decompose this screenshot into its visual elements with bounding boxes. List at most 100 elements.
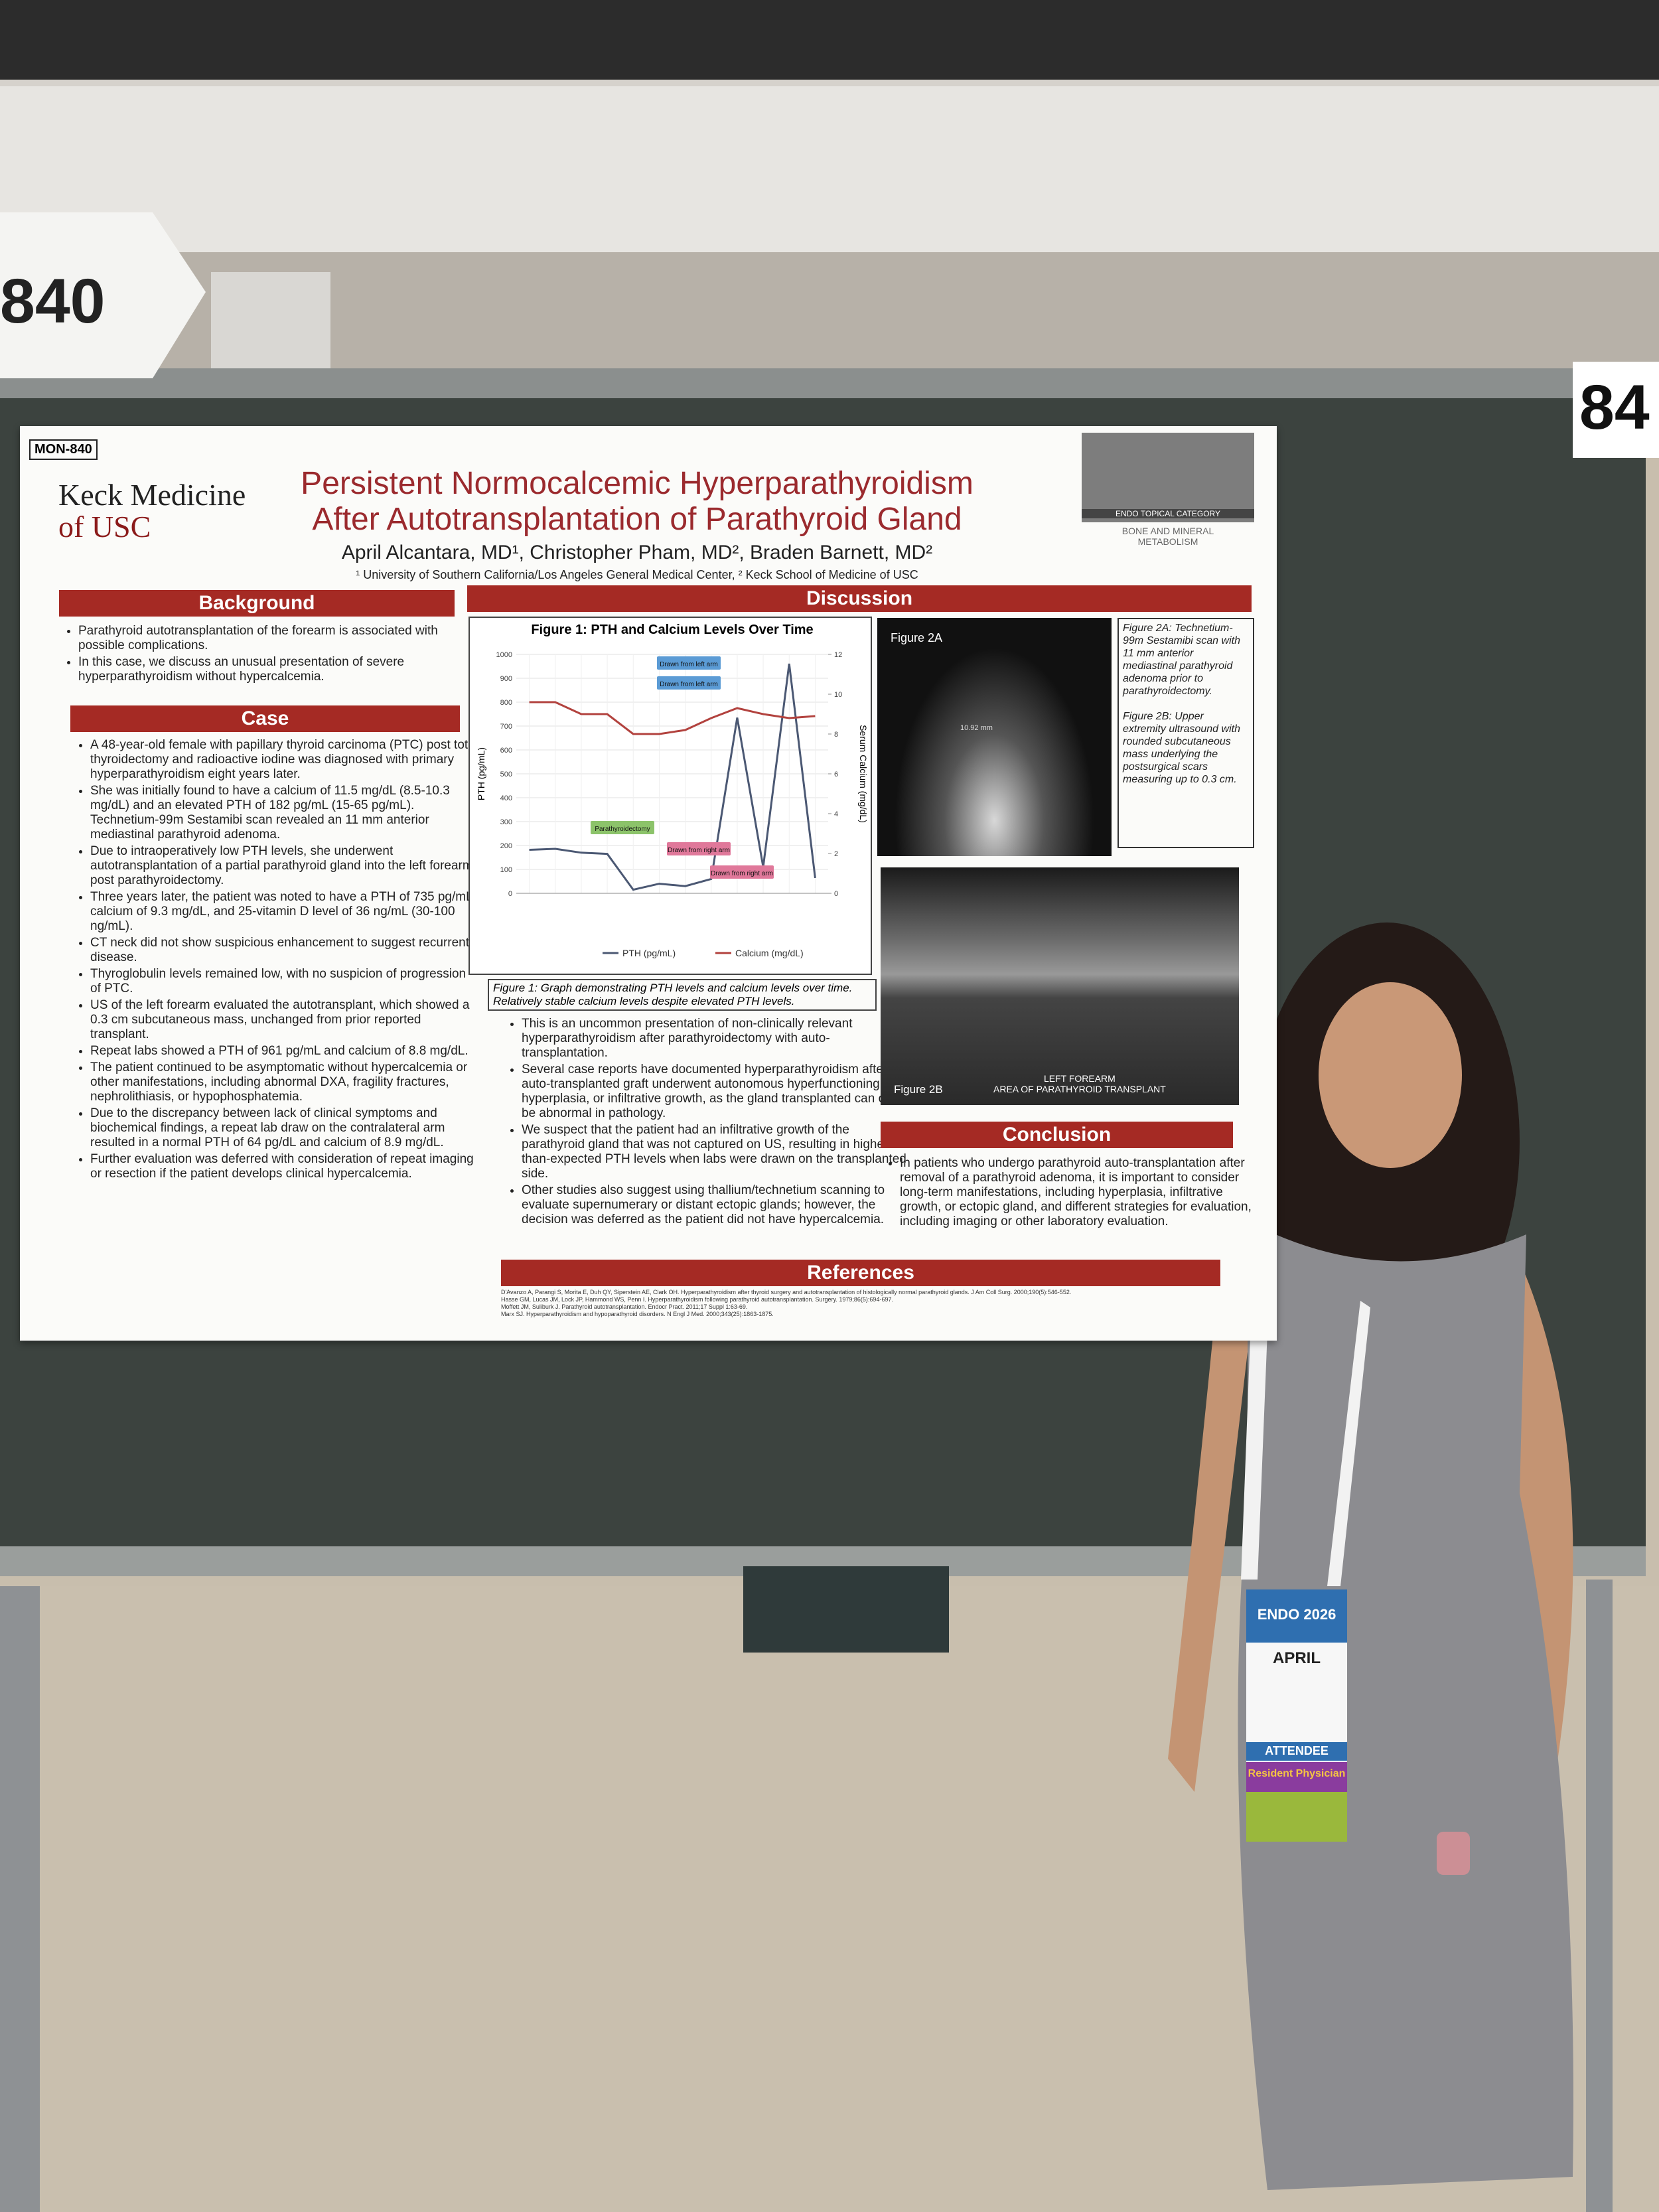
title-line: After Autotransplantation of Parathyroid… [312,502,962,537]
bullet: Repeat labs showed a PTH of 961 pg/mL an… [90,1044,478,1059]
reference: Hasse GM, Lucas JM, Lock JP, Hammond WS,… [501,1296,893,1303]
badge-role: ATTENDEE [1265,1744,1329,1757]
booth-sign: 840 [0,266,106,336]
conclusion-text: In patients who undergo parathyroid auto… [900,1156,1258,1229]
bullet: Other studies also suggest using thalliu… [522,1183,906,1227]
y-tick-label: 0 [508,890,512,898]
reference-list: D'Avanzo A, Parangi S, Morita E, Duh QY,… [501,1289,1231,1318]
annotation: Drawn from right arm [711,870,773,877]
annotation: Drawn from left arm [660,681,718,688]
bullet: This is an uncommon presentation of non-… [522,1017,906,1061]
y-tick-label: 600 [500,747,512,755]
section-heading: Discussion [467,585,1252,612]
legend-label: Calcium (mg/dL) [735,948,804,958]
y-tick-label: 400 [500,794,512,802]
annotation: Parathyroidectomy [595,826,650,833]
bullet: CT neck did not show suspicious enhancem… [90,936,478,965]
y-axis-label: PTH (pg/mL) [476,747,486,800]
y-tick-label: 700 [500,723,512,731]
discussion-list: This is an uncommon presentation of non-… [504,1017,906,1229]
ultrasound-image: Figure 2B LEFT FOREARM AREA OF PARATHYRO… [881,867,1239,1105]
bullet: Three years later, the patient was noted… [90,890,478,934]
category: ENDO TOPICAL CATEGORY [1082,509,1254,518]
bullet: Thyroglobulin levels remained low, with … [90,967,478,996]
figure-caption: Figure 2A: Technetium-99m Sestamibi scan… [1118,618,1254,848]
series-line [529,663,816,891]
authors: April Alcantara, MD¹, Christopher Pham, … [341,542,933,563]
bullet: In this case, we discuss an unusual pres… [78,655,470,684]
title: Persistent Normocalcemic Hyperparathyroi… [272,466,1002,538]
y-tick-label: 200 [500,842,512,850]
section-heading: Conclusion [881,1122,1233,1148]
bullet: Due to intraoperatively low PTH levels, … [90,844,478,888]
chart-title: Figure 1: PTH and Calcium Levels Over Ti… [531,623,813,637]
bullet: She was initially found to have a calciu… [90,784,478,842]
chart: Figure 1: PTH and Calcium Levels Over Ti… [469,617,872,975]
background-list: Parathyroid autotransplantation of the f… [61,624,470,686]
bullet: A 48-year-old female with papillary thyr… [90,738,478,782]
bullet: We suspect that the patient had an infil… [522,1123,906,1181]
y2-tick-label: 10 [834,691,842,699]
reference: Moffett JM, Suliburk J. Parathyroid auto… [501,1303,748,1310]
caption-b: Figure 2B: Upper extremity ultrasound wi… [1123,711,1240,785]
reference: D'Avanzo A, Parangi S, Morita E, Duh QY,… [501,1289,1072,1295]
series-line [529,701,816,735]
y2-tick-label: 6 [834,771,838,778]
badge-event: ENDO 2026 [1257,1606,1336,1623]
logo-line: Keck Medicine [58,478,246,512]
y-tick-label: 1000 [496,651,512,659]
y-tick-label: 100 [500,866,512,874]
y-tick-label: 800 [500,699,512,707]
section-heading: Background [59,590,455,617]
bullet: Parathyroid autotransplantation of the f… [78,624,470,653]
y2-tick-label: 8 [834,731,838,739]
annotation-box [591,821,654,834]
bullet: Several case reports have documented hyp… [522,1063,906,1121]
logo-line: of USC [58,510,151,544]
conclusion-list: In patients who undergo parathyroid auto… [883,1156,1258,1231]
annotation-box [667,842,731,855]
figure-label: Figure 2A [891,631,943,644]
booth-sign: 84 [1579,372,1650,443]
y2-axis-label: Serum Calcium (mg/dL) [858,725,869,823]
legend-label: PTH (pg/mL) [622,948,676,958]
caption-a: Figure 2A: Technetium-99m Sestamibi scan… [1123,623,1240,697]
badge-type: Resident Physician [1248,1768,1346,1779]
y-tick-label: 900 [500,675,512,683]
y2-tick-label: 0 [834,890,838,898]
y-tick-label: 300 [500,818,512,826]
y-tick-label: 500 [500,771,512,778]
section-heading: References [501,1260,1220,1286]
bullet: Further evaluation was deferred with con… [90,1152,478,1181]
figure-label: Figure 2B [894,1083,943,1096]
category-name: BONE AND MINERAL METABOLISM [1121,526,1214,547]
annotation: Drawn from left arm [660,661,718,668]
category-image [1082,433,1254,522]
bullet: Due to the discrepancy between lack of c… [90,1106,478,1150]
scan-measure: 10.92 mm [960,724,993,732]
badge-name: APRIL [1273,1649,1321,1667]
section-heading: Case [70,705,460,732]
ultrasound-label: LEFT FOREARM AREA OF PARATHYROID TRANSPL… [993,1073,1166,1094]
title-line: Persistent Normocalcemic Hyperparathyroi… [301,466,974,501]
ultrasound-label-line: AREA OF PARATHYROID TRANSPLANT [993,1084,1166,1094]
bullet: The patient continued to be asymptomatic… [90,1061,478,1104]
poster: MON-840 Keck Medicine of USC Persistent … [20,426,1277,1341]
annotation-box [657,676,721,690]
case-list: A 48-year-old female with papillary thyr… [73,738,478,1183]
y2-tick-label: 12 [834,651,842,659]
bullet: US of the left forearm evaluated the aut… [90,998,478,1042]
figure-caption: Figure 1: Graph demonstrating PTH levels… [488,979,877,1011]
annotation-box [657,656,721,670]
reference: Marx SJ. Hyperparathyroidism and hypopar… [501,1311,774,1317]
annotation-box [710,865,774,879]
annotation: Drawn from right arm [668,847,730,854]
y2-tick-label: 4 [834,810,838,818]
ultrasound-label-line: LEFT FOREARM [1043,1073,1116,1084]
poster-id: MON-840 [29,439,98,460]
logo: Keck Medicine of USC [58,479,246,543]
y2-tick-label: 2 [834,850,838,858]
affiliations: ¹ University of Southern California/Los … [356,568,918,581]
scan-image: Figure 2A 10.92 mm [877,618,1112,856]
